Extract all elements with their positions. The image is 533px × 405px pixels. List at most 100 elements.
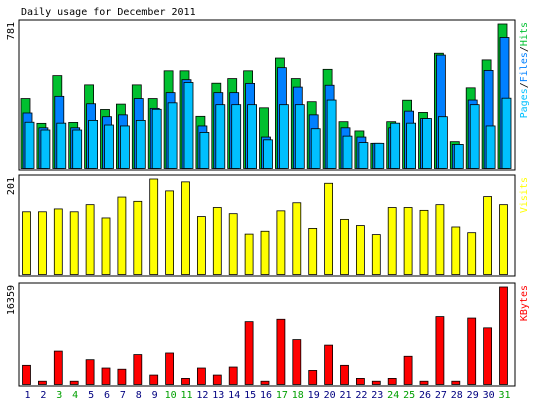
bar-pages-day-1 — [24, 121, 35, 169]
bar-pages-day-12 — [199, 132, 210, 169]
bar-kbytes-day-29 — [467, 317, 477, 385]
legend-item-visits: Visits — [519, 177, 530, 213]
bar-pages-day-29 — [469, 104, 480, 169]
bar-pages-day-6 — [104, 124, 114, 169]
bar-pages-day-19 — [310, 128, 321, 169]
bar-visits-day-8 — [133, 200, 143, 275]
x-tick-label-day-14: 14 — [228, 390, 240, 401]
bar-pages-day-11 — [183, 82, 194, 169]
bar-kbytes-day-9 — [149, 374, 159, 385]
bar-kbytes-day-30 — [483, 327, 493, 385]
bar-visits-day-3 — [53, 208, 63, 275]
bar-visits-day-28 — [451, 226, 461, 275]
bar-visits-day-7 — [117, 196, 127, 275]
bar-visits-day-31 — [499, 204, 508, 275]
bar-visits-day-12 — [196, 216, 206, 275]
bar-pages-day-13 — [215, 104, 226, 169]
x-tick-label-day-12: 12 — [196, 390, 208, 401]
bar-visits-day-24 — [387, 207, 397, 275]
bar-kbytes-day-21 — [340, 364, 349, 385]
legend-item-files: Files — [519, 52, 530, 82]
y-max-label-kbytes: 16359 — [6, 285, 17, 315]
bar-pages-day-5 — [88, 119, 98, 169]
bar-kbytes-day-16 — [260, 380, 270, 385]
bar-kbytes-day-31 — [499, 286, 508, 385]
bar-visits-day-22 — [355, 225, 365, 275]
bar-pages-day-20 — [326, 99, 337, 169]
bar-visits-day-30 — [483, 196, 493, 275]
legend-kbytes: KBytes — [519, 285, 530, 321]
x-tick-label-day-15: 15 — [244, 390, 256, 401]
x-tick-label-day-30: 30 — [483, 390, 495, 401]
bar-visits-day-16 — [260, 230, 270, 275]
chart-title: Daily usage for December 2011 — [21, 7, 196, 18]
bar-pages-day-15 — [247, 104, 258, 169]
bar-kbytes-day-8 — [133, 354, 143, 385]
legend-hits: Pages/Files/Hits — [519, 22, 530, 118]
bar-pages-day-24 — [390, 122, 401, 169]
bar-visits-day-1 — [22, 211, 31, 275]
x-tick-label-day-29: 29 — [467, 390, 479, 401]
bar-kbytes-day-20 — [324, 344, 334, 385]
x-tick-label-day-11: 11 — [180, 390, 192, 401]
x-tick-label-day-10: 10 — [165, 390, 177, 401]
bar-pages-day-4 — [72, 129, 83, 169]
bar-pages-day-25 — [406, 122, 417, 169]
y-max-label-visits: 201 — [6, 177, 17, 195]
legend-item-pages: Pages — [519, 88, 530, 118]
panel-kbytes: 16359 KBytes — [6, 282, 530, 387]
bar-visits-day-18 — [292, 202, 302, 275]
bar-kbytes-day-7 — [117, 368, 127, 385]
bar-visits-day-11 — [181, 181, 190, 275]
bar-pages-day-17 — [278, 104, 289, 169]
bar-pages-day-3 — [56, 122, 67, 169]
bar-pages-day-14 — [231, 104, 242, 169]
x-tick-label-day-6: 6 — [104, 390, 110, 401]
bar-visits-day-13 — [212, 207, 222, 275]
x-tick-label-day-7: 7 — [120, 390, 126, 401]
bar-visits-day-10 — [165, 190, 175, 275]
bar-kbytes-day-1 — [22, 364, 31, 385]
legend-visits: Visits — [519, 177, 530, 213]
bar-kbytes-day-26 — [419, 380, 429, 385]
x-tick-label-day-26: 26 — [419, 390, 431, 401]
bar-pages-day-16 — [263, 139, 273, 169]
bar-pages-day-30 — [485, 125, 496, 169]
x-tick-label-day-2: 2 — [40, 390, 46, 401]
x-tick-label-day-1: 1 — [24, 390, 30, 401]
x-tick-label-day-23: 23 — [371, 390, 383, 401]
bar-pages-day-27 — [437, 116, 448, 169]
legend-separator: / — [519, 82, 530, 88]
x-tick-label-day-4: 4 — [72, 390, 78, 401]
bar-visits-day-23 — [371, 234, 381, 275]
bar-visits-day-19 — [308, 228, 318, 275]
bar-pages-day-26 — [422, 118, 432, 169]
bar-kbytes-day-5 — [85, 359, 95, 385]
bar-pages-day-18 — [294, 104, 305, 169]
x-tick-label-day-28: 28 — [451, 390, 463, 401]
x-tick-label-day-27: 27 — [435, 390, 447, 401]
bar-visits-day-15 — [244, 233, 254, 275]
x-tick-label-day-19: 19 — [308, 390, 320, 401]
bar-pages-day-10 — [167, 102, 178, 169]
x-tick-label-day-24: 24 — [387, 390, 399, 401]
legend-separator: / — [519, 46, 530, 52]
x-tick-label-day-9: 9 — [152, 390, 158, 401]
bar-kbytes-day-12 — [196, 367, 206, 385]
bar-kbytes-day-2 — [38, 380, 47, 385]
bar-pages-day-28 — [453, 144, 464, 169]
x-tick-label-day-17: 17 — [276, 390, 288, 401]
x-tick-label-day-8: 8 — [136, 390, 142, 401]
bar-kbytes-day-17 — [276, 318, 286, 385]
bar-visits-day-25 — [403, 207, 413, 275]
bar-visits-day-26 — [419, 209, 429, 275]
bar-pages-day-9 — [151, 108, 162, 169]
bar-pages-day-2 — [40, 129, 51, 169]
bar-visits-day-4 — [69, 211, 79, 275]
panel-frame-kbytes — [18, 282, 516, 387]
bar-visits-day-29 — [467, 232, 477, 275]
bar-kbytes-day-24 — [387, 378, 397, 385]
x-tick-label-day-18: 18 — [292, 390, 304, 401]
x-tick-label-day-5: 5 — [88, 390, 94, 401]
